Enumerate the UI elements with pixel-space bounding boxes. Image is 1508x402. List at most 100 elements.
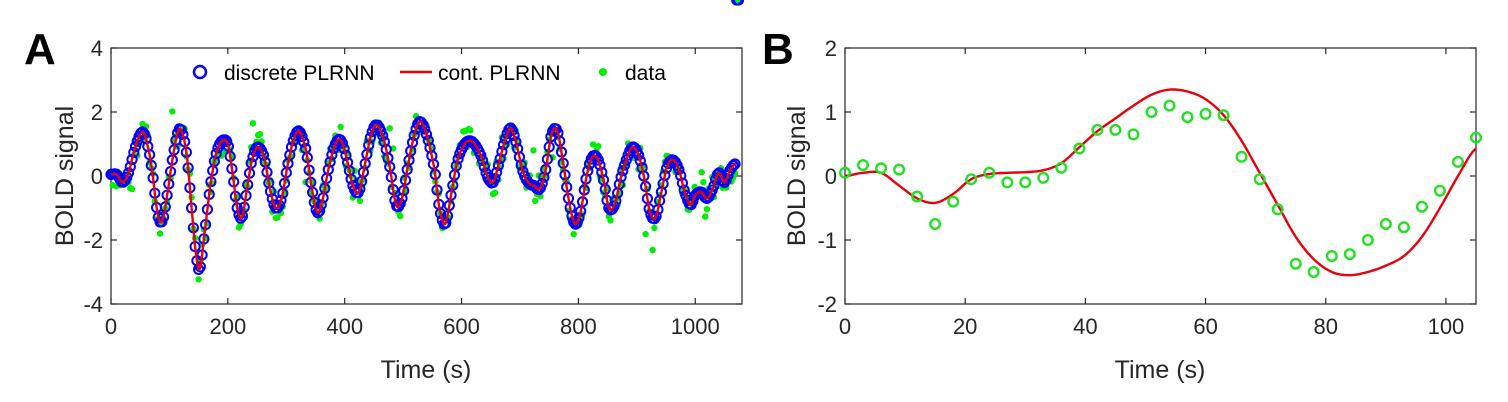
panel-b-continuous-line — [844, 88, 1477, 277]
panel-a-xtick-label: 0 — [105, 314, 117, 339]
panel-a-ticks: 0 200 400 600 800 1000 -4 -2 0 2 4 — [83, 36, 742, 339]
data-point — [700, 179, 707, 186]
panel-b-ytick-label: 1 — [825, 100, 837, 125]
discrete-point — [419, 123, 431, 135]
data-point — [642, 230, 649, 238]
panel-b-data-point — [1109, 123, 1122, 136]
discrete-point — [420, 128, 433, 140]
discrete-point — [619, 159, 631, 171]
discrete-point — [536, 177, 548, 190]
panel-a-ylabel: BOLD signal — [51, 106, 79, 246]
data-point — [649, 246, 656, 254]
panel-b-data-point — [857, 159, 870, 172]
panel-b-data-point — [893, 163, 906, 176]
panel-b-xtick-label: 40 — [1073, 314, 1097, 339]
panel-b-data-circles — [839, 99, 1482, 279]
panel-b-data-point — [1199, 107, 1212, 120]
data-point — [128, 185, 136, 193]
panel-a-continuous-line — [110, 120, 737, 272]
discrete-point — [708, 180, 720, 192]
discrete-point — [247, 151, 259, 163]
data-point — [337, 123, 344, 130]
panel-b-data-point — [1145, 105, 1158, 118]
data-point — [651, 224, 658, 232]
data-point — [249, 120, 257, 127]
data-point — [570, 231, 577, 238]
panel-b-data-point — [1037, 171, 1050, 184]
discrete-point — [129, 141, 142, 153]
discrete-point — [617, 165, 629, 177]
data-point — [491, 189, 499, 196]
data-point — [274, 214, 281, 221]
panel-b-data-point — [947, 195, 960, 208]
panel-b-data-point — [1469, 131, 1482, 144]
panel-b-xtick-label: 100 — [1428, 314, 1465, 339]
data-point — [595, 143, 602, 150]
data-point — [532, 197, 539, 205]
panel-b-data-point — [1307, 266, 1320, 279]
discrete-point — [620, 154, 632, 166]
panel-a-chart: 0 200 400 600 800 1000 -4 -2 0 2 4 discrete PLRNN … — [51, 0, 745, 384]
panel-a-ytick-label: -4 — [83, 292, 103, 317]
legend: discrete PLRNN cont. PLRNN data — [192, 62, 666, 85]
discrete-point — [336, 137, 348, 149]
panel-a-xlabel: Time (s) — [381, 356, 472, 384]
data-point — [607, 217, 614, 224]
data-point — [386, 125, 393, 132]
panel-b-ytick-label: -2 — [817, 292, 837, 317]
legend-discrete-marker — [192, 64, 208, 80]
panel-b-data-point — [1073, 142, 1086, 155]
panel-a-label: A — [24, 25, 56, 74]
data-point — [397, 212, 404, 220]
discrete-point — [592, 154, 604, 166]
discrete-point — [314, 205, 326, 217]
panel-b-data-point — [1433, 184, 1446, 197]
discrete-point — [729, 158, 741, 170]
panel-a-xtick-label: 400 — [326, 314, 363, 339]
data-point — [169, 108, 176, 115]
panel-b-data-point — [1163, 99, 1176, 112]
panel-b-data-point — [1253, 173, 1266, 186]
discrete-point — [475, 149, 487, 162]
panel-b-data-point — [1019, 176, 1032, 189]
legend-discrete-label: discrete PLRNN — [224, 62, 375, 85]
legend-data-label: data — [625, 62, 666, 85]
data-point — [156, 230, 164, 237]
panel-b-data-point — [1001, 176, 1014, 189]
panel-b-label: B — [762, 25, 794, 74]
data-point — [698, 169, 705, 176]
panel-b-data-point — [1415, 200, 1428, 213]
data-point — [467, 127, 474, 134]
panel-b-data-point — [1397, 221, 1410, 234]
panel-a-ytick-label: -2 — [83, 228, 103, 253]
data-point — [256, 130, 264, 138]
discrete-point — [633, 149, 645, 161]
panel-a-xtick-label: 200 — [209, 314, 246, 339]
panel-b-data-point — [1127, 128, 1140, 141]
discrete-point — [732, 0, 745, 6]
discrete-point — [508, 129, 520, 142]
panel-b-data-point — [1325, 249, 1338, 262]
panel-b-data-point — [1343, 248, 1356, 261]
panel-a-ytick-label: 4 — [91, 36, 103, 61]
panel-b-data-point — [839, 166, 852, 179]
panel-b-ytick-label: 0 — [825, 164, 837, 189]
data-point — [703, 206, 711, 213]
panel-b-xtick-label: 80 — [1314, 314, 1338, 339]
discrete-point — [122, 167, 135, 179]
discrete-point — [727, 160, 739, 172]
panel-b-data-point — [1235, 150, 1248, 163]
legend-continuous-label: cont. PLRNN — [438, 62, 561, 85]
discrete-point — [673, 164, 685, 176]
panel-b-xtick-label: 0 — [839, 314, 851, 339]
panel-a-xtick-label: 1000 — [671, 314, 720, 339]
data-point — [702, 213, 709, 220]
data-point — [356, 197, 364, 205]
panel-b-chart: 0 20 40 60 80 100 -2 -1 0 1 2 Time (s) BOLD signal — [783, 36, 1482, 384]
panel-b-xtick-label: 60 — [1193, 314, 1217, 339]
discrete-point — [477, 154, 489, 166]
data-point — [530, 147, 537, 154]
panel-b-ylabel: BOLD signal — [783, 106, 811, 246]
panel-a-xtick-label: 600 — [443, 314, 480, 339]
panel-b-axes-box — [844, 47, 1477, 305]
